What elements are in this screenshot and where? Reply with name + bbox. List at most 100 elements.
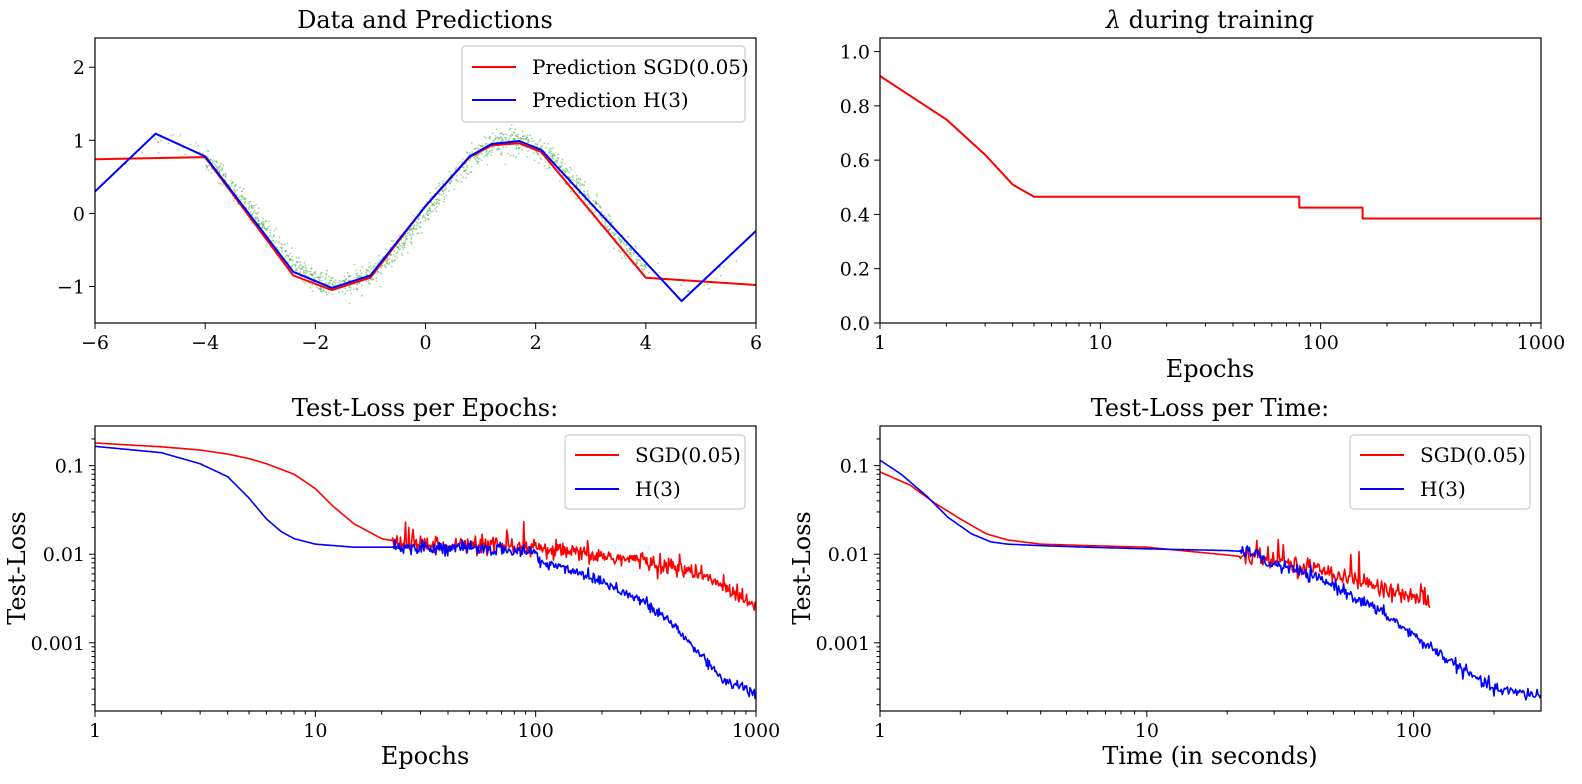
scatter-point <box>321 275 324 278</box>
scatter-point <box>257 211 259 214</box>
scatter-point <box>395 252 398 255</box>
panel-title: Test-Loss per Time: <box>1091 394 1329 422</box>
scatter-point <box>360 294 363 297</box>
scatter-point <box>299 271 302 273</box>
scatter-point <box>530 140 533 143</box>
scatter-point <box>538 140 541 143</box>
scatter-point <box>494 137 497 140</box>
y-tick-label: 2 <box>73 57 85 79</box>
scatter-point <box>491 146 494 149</box>
scatter-point <box>284 255 287 258</box>
scatter-point <box>644 266 647 269</box>
scatter-point <box>311 273 314 276</box>
x-tick-label: 100 <box>1303 332 1339 354</box>
y-tick-label: 0.1 <box>55 456 85 478</box>
scatter-point <box>520 148 523 151</box>
scatter-point <box>234 184 237 187</box>
scatter-point <box>609 225 612 228</box>
scatter-point <box>426 218 429 220</box>
scatter-point <box>431 195 433 198</box>
scatter-point <box>437 192 440 195</box>
scatter-point <box>500 136 503 139</box>
scatter-point <box>543 142 546 145</box>
scatter-point <box>330 279 333 282</box>
scatter-point <box>350 292 352 295</box>
scatter-point <box>322 290 324 292</box>
scatter-point <box>326 269 328 272</box>
scatter-point <box>435 198 437 201</box>
scatter-point <box>271 239 274 242</box>
scatter-point <box>477 160 480 163</box>
scatter-point <box>501 139 503 142</box>
scatter-point <box>477 157 480 160</box>
scatter-point <box>222 174 225 176</box>
scatter-point <box>437 199 440 202</box>
scatter-point <box>230 184 233 187</box>
scatter-point <box>346 289 348 292</box>
scatter-point <box>483 155 485 158</box>
scatter-point <box>419 226 422 228</box>
scatter-point <box>551 157 553 160</box>
scatter-point <box>243 201 246 204</box>
scatter-point <box>325 293 328 296</box>
scatter-point <box>617 235 620 238</box>
scatter-point <box>368 270 371 273</box>
series-lines <box>95 442 756 700</box>
scatter-point <box>498 137 501 139</box>
scatter-point <box>232 188 235 191</box>
scatter-point <box>254 216 257 219</box>
scatter-point <box>319 277 321 279</box>
scatter-point <box>478 144 480 146</box>
scatter-point <box>564 171 567 174</box>
scatter-point <box>428 209 431 212</box>
scatter-point <box>618 238 621 241</box>
y-tick-label: 0.4 <box>840 204 870 226</box>
scatter-point <box>261 224 264 227</box>
scatter-point <box>194 141 197 144</box>
scatter-point <box>382 256 384 258</box>
scatter-point <box>503 133 505 136</box>
scatter-point <box>239 186 241 189</box>
scatter-point <box>403 243 405 246</box>
scatter-point <box>502 139 504 142</box>
scatter-point <box>526 156 529 158</box>
scatter-point <box>294 264 297 267</box>
scatter-point <box>427 218 430 221</box>
scatter-point <box>613 234 615 237</box>
scatter-point <box>639 260 642 262</box>
scatter-point <box>445 187 448 190</box>
panel-data-and-predictions: Data and Predictions −6 −4 −2 0 2 4 6 −1 0 1 2 Pre… <box>57 6 762 354</box>
scatter-point <box>428 207 431 210</box>
scatter-point <box>275 227 277 230</box>
scatter-point <box>303 272 305 274</box>
scatter-point <box>461 161 463 164</box>
scatter-point <box>319 288 322 291</box>
scatter-point <box>324 276 327 279</box>
scatter-point <box>510 133 513 136</box>
scatter-point <box>247 202 250 205</box>
scatter-point <box>377 261 380 264</box>
scatter-point <box>374 265 376 268</box>
scatter-point <box>360 275 363 278</box>
scatter-point <box>313 272 315 275</box>
scatter-point <box>551 155 554 158</box>
scatter-point <box>625 248 628 250</box>
scatter-point <box>294 264 297 267</box>
scatter-point <box>334 281 336 284</box>
scatter-point <box>613 247 615 250</box>
scatter-point <box>438 184 440 187</box>
scatter-point <box>258 223 261 226</box>
scatter-point <box>240 194 243 197</box>
scatter-point <box>379 285 382 288</box>
scatter-point <box>455 166 458 168</box>
scatter-point <box>551 156 554 159</box>
y-tick-label: 1.0 <box>840 42 870 64</box>
scatter-point <box>365 273 368 275</box>
scatter-point <box>600 210 603 213</box>
scatter-point <box>317 276 319 279</box>
scatter-point <box>521 130 524 133</box>
series-line-h-3 <box>880 459 1541 701</box>
scatter-point <box>605 216 607 219</box>
scatter-point <box>241 196 244 199</box>
scatter-point <box>213 163 216 165</box>
